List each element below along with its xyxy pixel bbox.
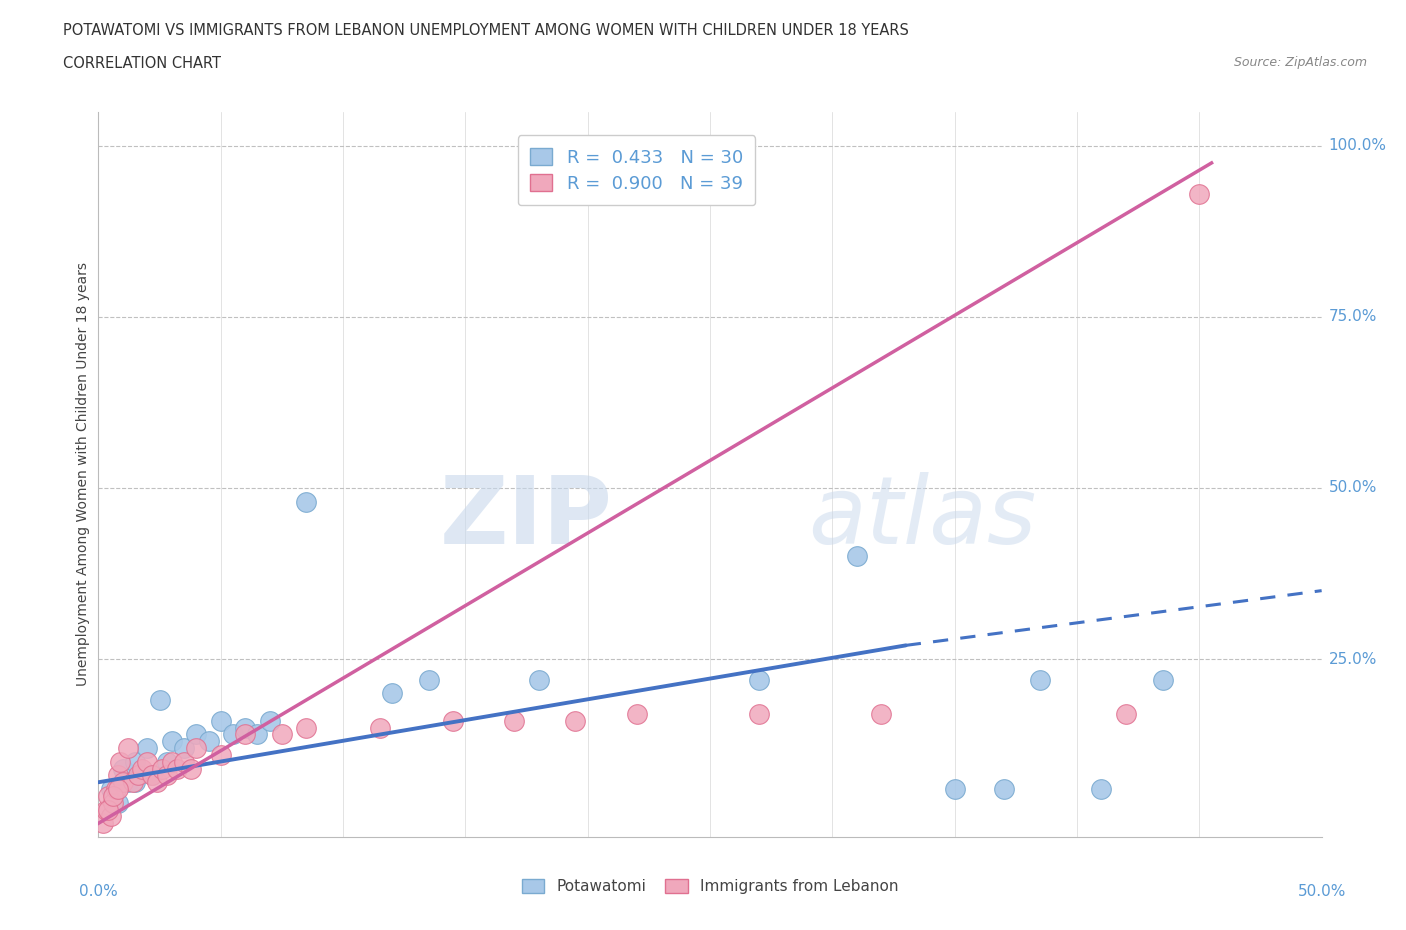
Point (100, 781, 122, 796)
Point (295, 720, 318, 735)
Text: 50.0%: 50.0% (1298, 884, 1346, 898)
Point (136, 740, 159, 755)
Point (173, 740, 195, 755)
Text: 50.0%: 50.0% (1329, 481, 1376, 496)
Point (197, 734, 219, 749)
Point (146, 775, 169, 790)
Point (149, 693, 172, 708)
Point (441, 713, 464, 728)
Point (104, 781, 127, 796)
Text: Source: ZipAtlas.com: Source: ZipAtlas.com (1233, 56, 1367, 69)
Point (748, 672, 770, 687)
Point (156, 754, 179, 769)
Point (160, 734, 183, 749)
Point (156, 768, 179, 783)
Point (141, 768, 163, 783)
Text: 75.0%: 75.0% (1329, 310, 1376, 325)
Text: POTAWATOMI VS IMMIGRANTS FROM LEBANON UNEMPLOYMENT AMONG WOMEN WITH CHILDREN UND: POTAWATOMI VS IMMIGRANTS FROM LEBANON UN… (63, 23, 910, 38)
Point (993, 781, 1015, 796)
Text: ZIP: ZIP (439, 472, 612, 564)
Text: 0.0%: 0.0% (79, 884, 118, 898)
Text: CORRELATION CHART: CORRELATION CHART (63, 56, 221, 71)
Point (1152, 672, 1174, 687)
Point (845, 549, 868, 564)
Point (141, 768, 163, 783)
Legend: Potawatomi, Immigrants from Lebanon: Potawatomi, Immigrants from Lebanon (515, 871, 905, 902)
Point (295, 494, 318, 509)
Point (748, 707, 770, 722)
Point (127, 768, 149, 783)
Point (418, 672, 440, 687)
Point (160, 754, 183, 769)
Point (246, 727, 269, 742)
Point (150, 761, 173, 776)
Point (222, 727, 245, 742)
Point (107, 768, 129, 783)
Point (94, 803, 117, 817)
Point (117, 740, 139, 755)
Point (186, 740, 208, 755)
Text: 100.0%: 100.0% (1329, 139, 1386, 153)
Point (111, 775, 134, 790)
Point (91, 816, 114, 830)
Point (180, 761, 202, 776)
Point (527, 672, 550, 687)
Text: atlas: atlas (808, 472, 1036, 564)
Point (1029, 672, 1052, 687)
Point (101, 795, 124, 810)
Point (1090, 781, 1112, 796)
Point (166, 761, 188, 776)
Point (101, 789, 124, 804)
Point (97, 803, 120, 817)
Text: 25.0%: 25.0% (1329, 652, 1376, 667)
Point (111, 761, 134, 776)
Point (564, 713, 586, 728)
Point (186, 727, 208, 742)
Point (209, 748, 232, 763)
Point (381, 685, 404, 700)
Point (107, 781, 129, 796)
Point (233, 727, 256, 742)
Point (233, 720, 256, 735)
Point (1188, 186, 1211, 201)
Point (626, 707, 648, 722)
Point (117, 775, 139, 790)
Y-axis label: Unemployment Among Women with Children Under 18 years: Unemployment Among Women with Children U… (76, 262, 90, 686)
Point (270, 727, 294, 742)
Point (110, 754, 132, 769)
Point (943, 781, 966, 796)
Point (124, 754, 146, 769)
Point (124, 775, 146, 790)
Point (136, 754, 159, 769)
Point (121, 775, 143, 790)
Point (100, 809, 122, 824)
Point (368, 720, 391, 735)
Point (870, 707, 893, 722)
Point (259, 713, 281, 728)
Point (209, 713, 232, 728)
Point (1115, 707, 1137, 722)
Point (173, 754, 195, 769)
Point (97, 789, 120, 804)
Point (131, 761, 153, 776)
Point (503, 713, 526, 728)
Point (107, 795, 129, 810)
